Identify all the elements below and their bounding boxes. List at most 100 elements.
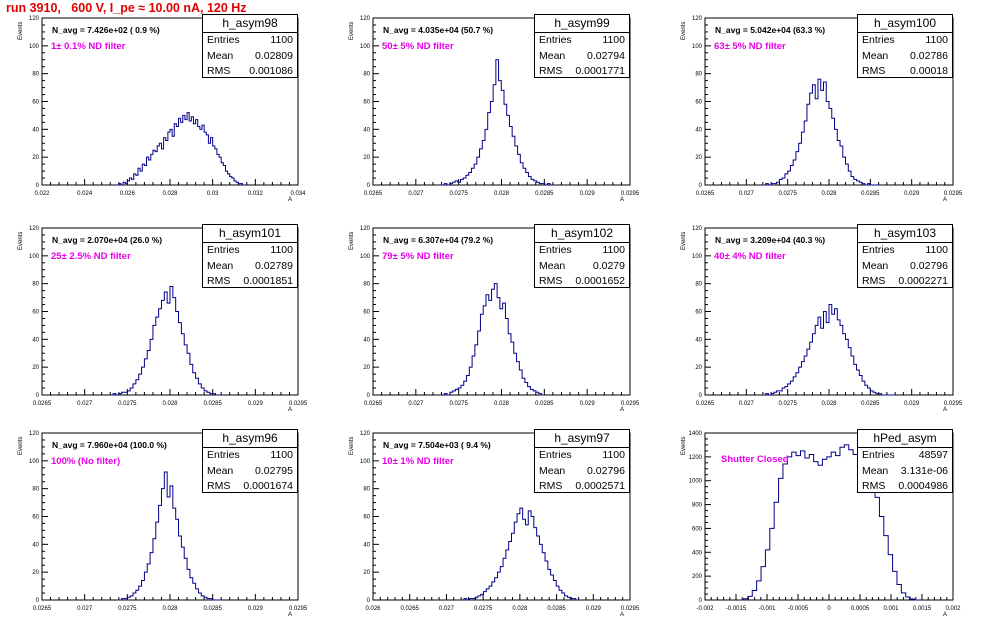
x-tick-label: 0.0265: [696, 191, 715, 197]
stats-entries: Entries 1100: [535, 448, 629, 464]
x-tick-label: 0.028: [494, 401, 510, 407]
x-tick-label: 0.0285: [203, 606, 222, 612]
stats-mean: Mean 0.02786: [858, 49, 952, 65]
y-tick-label: 0: [367, 598, 371, 604]
stats-entries-label: Entries: [539, 449, 572, 461]
stats-entries-value: 1100: [925, 34, 948, 46]
stats-box: h_asym99 Entries 1100 Mean 0.02794 RMS 0.00017…: [534, 14, 630, 78]
x-axis-symbol: A: [288, 407, 293, 413]
x-tick-label: 0.0275: [449, 191, 468, 197]
y-tick-label: 120: [692, 226, 703, 232]
stats-entries-value: 1100: [602, 449, 625, 461]
x-axis-title: A: [288, 612, 292, 618]
stats-mean-label: Mean: [539, 259, 566, 272]
stats-entries-label: Entries: [207, 449, 240, 461]
filter-label: 100% (No filter): [51, 456, 121, 467]
y-tick-label: 120: [360, 226, 371, 232]
stats-mean-value: 0.02786: [910, 49, 948, 62]
stats-mean: Mean 0.02809: [203, 49, 297, 65]
n-avg-label: N_avg = 4.035e+04 (50.7 %): [383, 25, 494, 35]
stats-box: h_asym97 Entries 1100 Mean 0.02796 RMS 0.00025…: [534, 429, 630, 493]
stats-hist-name: hPed_asym: [858, 430, 952, 448]
y-tick-label: 60: [32, 100, 39, 106]
x-tick-label: -0.0005: [788, 606, 809, 612]
y-tick-label: 40: [32, 542, 39, 548]
y-tick-label: 20: [363, 570, 370, 576]
x-tick-label: -0.002: [696, 606, 714, 612]
stats-entries-label: Entries: [539, 244, 572, 256]
y-tick-label: 1400: [689, 431, 703, 437]
y-tick-label: 20: [32, 570, 39, 576]
y-tick-label: 0: [36, 183, 40, 189]
stats-mean: Mean 0.0279: [535, 259, 629, 275]
y-axis-title: Events: [681, 436, 687, 455]
x-tick-label: 0.0275: [118, 606, 137, 612]
stats-mean: Mean 0.02789: [203, 259, 297, 275]
stats-entries-value: 1100: [270, 34, 293, 46]
y-axis-title: Events: [349, 21, 355, 40]
y-tick-label: 40: [363, 337, 370, 343]
y-axis-title: Events: [349, 231, 355, 250]
y-tick-label: 120: [360, 431, 371, 437]
stats-mean-label: Mean: [862, 464, 889, 477]
x-axis-symbol: A: [620, 612, 625, 618]
y-axis-title: Events: [681, 231, 687, 250]
y-tick-label: 100: [692, 44, 703, 50]
stats-rms-value: 0.0002571: [575, 480, 625, 492]
y-tick-label: 60: [363, 100, 370, 106]
histogram-series: [762, 304, 896, 396]
stats-mean-label: Mean: [207, 464, 234, 477]
y-tick-label: 80: [695, 72, 702, 78]
y-tick-label: 100: [692, 254, 703, 260]
x-tick-label: 0.0275: [778, 401, 797, 407]
x-tick-label: 0.027: [408, 401, 424, 407]
x-tick-label: 0.0265: [364, 191, 383, 197]
x-tick-label: 0.028: [162, 606, 178, 612]
x-tick-label: 0.027: [77, 401, 93, 407]
stats-mean-value: 0.02795: [255, 464, 293, 477]
y-tick-label: 60: [695, 100, 702, 106]
y-tick-label: 100: [360, 459, 371, 465]
stats-rms-label: RMS: [862, 275, 886, 287]
n-avg-label: N_avg = 2.070e+04 (26.0 %): [52, 235, 163, 245]
stats-entries-label: Entries: [539, 34, 572, 46]
stats-rms: RMS 0.0001771: [535, 64, 629, 80]
x-tick-label: 0.032: [248, 191, 264, 197]
stats-entries: Entries 1100: [203, 33, 297, 49]
stats-mean: Mean 0.02796: [535, 464, 629, 480]
y-tick-label: 0: [367, 183, 371, 189]
x-tick-label: 0.0265: [364, 401, 383, 407]
stats-entries: Entries 1100: [858, 243, 952, 259]
x-axis-title: A: [288, 407, 292, 413]
stats-mean-label: Mean: [207, 49, 234, 62]
stats-hist-name: h_asym103: [858, 225, 952, 243]
stats-rms: RMS 0.0001674: [203, 479, 297, 495]
y-axis-title: Events: [18, 21, 24, 40]
run-title: run 3910, 600 V, I_pe ≈ 10.00 nA, 120 Hz: [6, 1, 247, 15]
stats-rms: RMS 0.0001851: [203, 274, 297, 290]
filter-label: 40± 4% ND filter: [714, 251, 786, 262]
y-tick-label: 120: [360, 16, 371, 22]
y-tick-label: 80: [32, 72, 39, 78]
y-tick-label: 120: [29, 431, 40, 437]
x-tick-label: 0.028: [512, 606, 528, 612]
stats-mean-value: 0.02809: [255, 49, 293, 62]
x-tick-label: 0.034: [290, 191, 306, 197]
stats-hist-name: h_asym101: [203, 225, 297, 243]
x-tick-label: 0.029: [904, 191, 920, 197]
x-tick-label: 0.0285: [861, 191, 880, 197]
stats-box: h_asym100 Entries 1100 Mean 0.02786 RMS 0.0001…: [857, 14, 953, 78]
stats-mean-label: Mean: [862, 259, 889, 272]
stats-entries-label: Entries: [207, 244, 240, 256]
y-tick-label: 80: [695, 282, 702, 288]
x-tick-label: 0.0275: [778, 191, 797, 197]
stats-hist-name: h_asym96: [203, 430, 297, 448]
stats-box: h_asym98 Entries 1100 Mean 0.02809 RMS 0.00108…: [202, 14, 298, 78]
x-axis-title: A: [620, 407, 624, 413]
stats-rms-value: 0.0001674: [243, 480, 293, 492]
filter-label: 25± 2.5% ND filter: [51, 251, 131, 262]
